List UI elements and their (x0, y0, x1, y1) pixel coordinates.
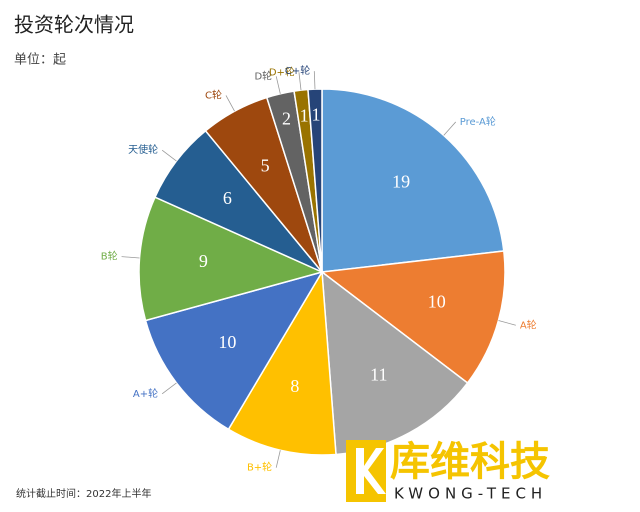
category-label: B+轮 (247, 461, 272, 474)
category-label: A轮 (520, 318, 537, 331)
category-label: C轮 (205, 88, 222, 101)
data-label: 1 (312, 105, 321, 125)
data-label: 9 (199, 251, 208, 271)
logo: 库维科技 KWONG-TECH (346, 439, 550, 503)
leader-line (313, 71, 316, 90)
leader-line (275, 76, 281, 94)
logo-mark (356, 448, 386, 494)
category-label: D轮 (254, 69, 272, 82)
category-label: A+轮 (133, 387, 158, 400)
category-label: Pre-A轮 (460, 115, 496, 128)
data-label: 10 (218, 332, 236, 352)
leader-line (161, 382, 177, 395)
leader-line (161, 149, 177, 162)
leader-line (275, 450, 281, 468)
data-label: 6 (223, 188, 232, 208)
chart-title: 投资轮次情况 (14, 13, 134, 37)
data-label: 2 (282, 109, 291, 129)
data-label: 11 (370, 365, 387, 385)
category-label: C+轮 (285, 64, 310, 77)
category-label: 天使轮 (128, 143, 158, 156)
leader-line (298, 72, 302, 91)
pie-slice (320, 250, 506, 384)
pie-slice (227, 269, 337, 456)
logo-sub: KWONG-TECH (394, 485, 547, 503)
data-label: 10 (428, 292, 446, 312)
pie-slice (138, 196, 325, 322)
logo-name: 库维科技 (390, 439, 550, 485)
category-label: D+轮 (269, 65, 295, 78)
data-label: 5 (261, 156, 270, 176)
data-label: 19 (392, 171, 410, 191)
data-label: 8 (290, 376, 299, 396)
pie-slice (144, 270, 324, 431)
leader-line (443, 121, 457, 136)
leader-line (498, 320, 516, 326)
category-label: B轮 (101, 250, 118, 263)
data-label: 1 (300, 106, 309, 126)
footnote: 统计截止时间：2022年上半年 (16, 487, 151, 500)
leader-line (121, 256, 140, 259)
leader-line (225, 95, 235, 112)
chart-subtitle: 单位：起 (14, 53, 66, 68)
